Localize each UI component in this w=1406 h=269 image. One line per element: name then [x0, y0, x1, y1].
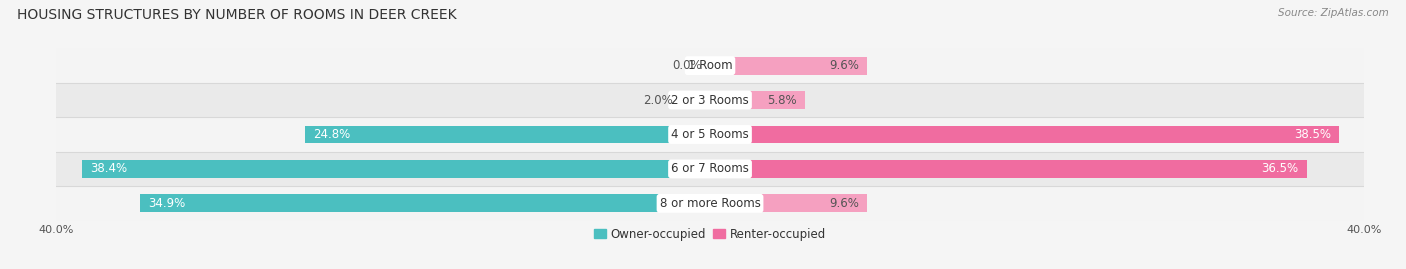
Text: 34.9%: 34.9%	[148, 197, 186, 210]
Text: 1 Room: 1 Room	[688, 59, 733, 72]
Text: 0.0%: 0.0%	[672, 59, 702, 72]
Bar	[710, 160, 1306, 178]
Bar	[56, 117, 1364, 152]
Bar	[710, 91, 804, 109]
Bar	[710, 57, 868, 75]
Legend: Owner-occupied, Renter-occupied: Owner-occupied, Renter-occupied	[589, 223, 831, 246]
Text: 38.4%: 38.4%	[90, 162, 128, 175]
Text: HOUSING STRUCTURES BY NUMBER OF ROOMS IN DEER CREEK: HOUSING STRUCTURES BY NUMBER OF ROOMS IN…	[17, 8, 457, 22]
Bar	[139, 194, 710, 212]
Bar	[56, 152, 1364, 186]
Text: 24.8%: 24.8%	[314, 128, 350, 141]
Text: 5.8%: 5.8%	[768, 94, 797, 107]
Text: 2 or 3 Rooms: 2 or 3 Rooms	[671, 94, 749, 107]
Text: 6 or 7 Rooms: 6 or 7 Rooms	[671, 162, 749, 175]
Text: Source: ZipAtlas.com: Source: ZipAtlas.com	[1278, 8, 1389, 18]
Text: 36.5%: 36.5%	[1261, 162, 1299, 175]
Text: 4 or 5 Rooms: 4 or 5 Rooms	[671, 128, 749, 141]
Bar	[56, 83, 1364, 117]
Text: 38.5%: 38.5%	[1294, 128, 1331, 141]
Bar	[710, 126, 1340, 143]
Bar	[56, 186, 1364, 221]
Text: 8 or more Rooms: 8 or more Rooms	[659, 197, 761, 210]
Bar	[56, 48, 1364, 83]
Bar	[710, 194, 868, 212]
Bar	[83, 160, 710, 178]
Text: 2.0%: 2.0%	[643, 94, 672, 107]
Text: 9.6%: 9.6%	[830, 197, 859, 210]
Bar	[305, 126, 710, 143]
Text: 9.6%: 9.6%	[830, 59, 859, 72]
Bar	[678, 91, 710, 109]
